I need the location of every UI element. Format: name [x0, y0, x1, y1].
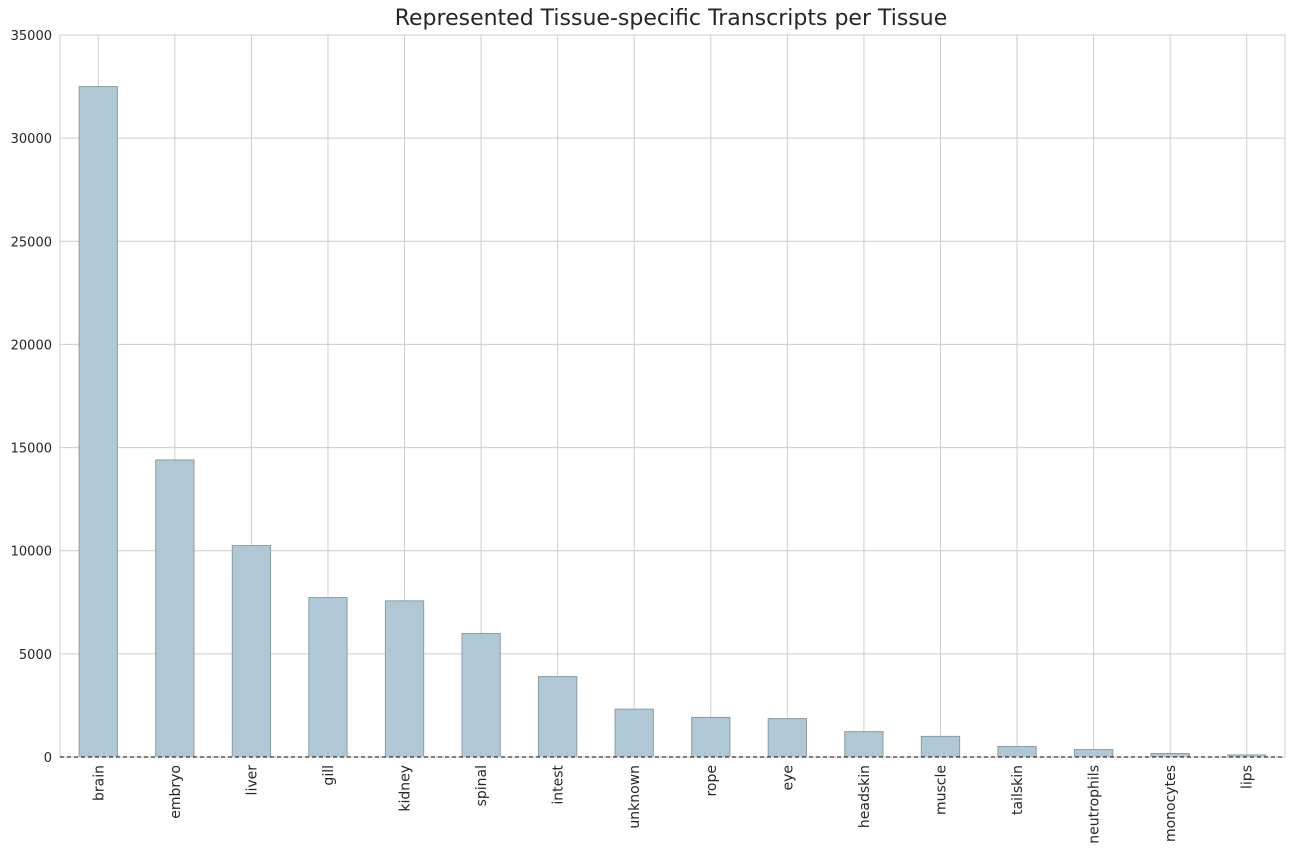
bar — [920, 735, 961, 758]
bar — [691, 716, 731, 758]
y-tick-labels: 0 5000 10000 15000 20000 25000 30000 35000 — [11, 29, 52, 766]
bar — [538, 676, 578, 758]
bar — [614, 708, 654, 758]
bar — [767, 718, 807, 758]
x-tick-label: brain — [91, 765, 107, 801]
bar — [78, 86, 118, 758]
y-tick-label: 0 — [44, 751, 52, 766]
axes — [59, 34, 1286, 758]
x-tick-labels: brain embryo liver gill kidney spinal intest un… — [91, 764, 1255, 843]
x-tick-label: headskin — [857, 765, 873, 828]
x-tick-label: muscle — [933, 765, 949, 815]
x-tick-label: kidney — [398, 765, 414, 812]
y-tick-label: 25000 — [11, 235, 52, 250]
chart-title: Represented Tissue-specific Transcripts … — [394, 6, 948, 31]
y-tick-label: 15000 — [11, 442, 52, 457]
y-tick-label: 30000 — [11, 132, 52, 147]
bar — [155, 459, 195, 758]
x-tick-label: lips — [1240, 765, 1256, 789]
bar — [461, 632, 501, 758]
bar — [1073, 749, 1114, 758]
x-tick-label: embryo — [168, 765, 184, 819]
bar — [1150, 752, 1190, 758]
x-tick-label: unknown — [627, 765, 643, 829]
x-tick-label: spinal — [474, 765, 490, 806]
y-tick-label: 5000 — [19, 648, 52, 663]
bar — [231, 545, 272, 758]
x-tick-label: intest — [551, 764, 567, 804]
bar — [997, 745, 1037, 758]
x-tick-label: gill — [321, 765, 337, 786]
bar — [384, 600, 425, 758]
bar — [844, 731, 884, 758]
y-tick-label: 20000 — [11, 338, 52, 353]
x-tick-label: eye — [780, 765, 796, 791]
x-tick-label: monocytes — [1163, 765, 1179, 842]
y-tick-label: 35000 — [11, 29, 52, 44]
x-tick-label: rope — [704, 765, 720, 797]
x-tick-label: tailskin — [1010, 765, 1026, 815]
x-tick-label: neutrophils — [1087, 765, 1103, 844]
bar — [308, 597, 348, 758]
bars — [78, 86, 1267, 758]
y-tick-label: 10000 — [11, 545, 52, 560]
x-tick-label: liver — [244, 765, 260, 796]
